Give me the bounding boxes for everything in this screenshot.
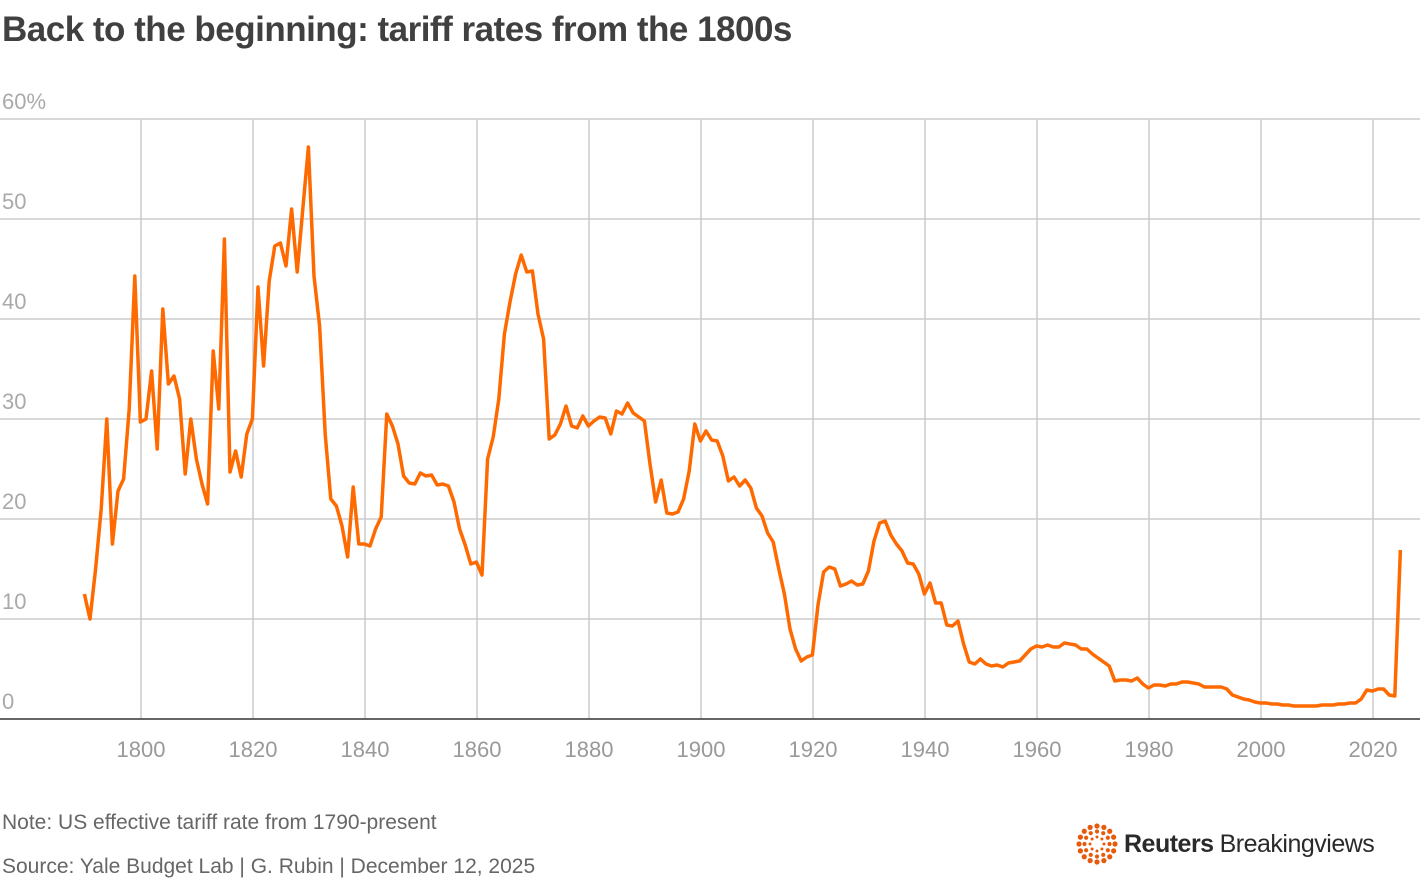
y-tick-label: 10 [2, 589, 26, 614]
logo-dot [1090, 847, 1094, 851]
y-tick-label: 50 [2, 189, 26, 214]
logo-dot [1082, 841, 1087, 847]
logo-dot [1101, 858, 1107, 864]
logo-dot [1095, 849, 1099, 853]
logo-dot [1112, 841, 1118, 847]
y-tick-label: 60% [2, 89, 46, 114]
logo-dot [1111, 848, 1117, 854]
logo-dot [1087, 858, 1093, 864]
logo-dot [1105, 835, 1110, 840]
logo-dot [1095, 835, 1099, 839]
reuters-breakingviews-logo: Reuters Breakingviews [1076, 823, 1375, 865]
y-tick-label: 30 [2, 389, 26, 414]
logo-dot [1094, 854, 1100, 859]
logo-dot [1094, 823, 1100, 829]
logo-dot [1107, 854, 1113, 860]
logo-dot [1094, 829, 1100, 834]
logo-dot [1081, 828, 1087, 834]
x-tick-label: 2000 [1237, 737, 1286, 762]
x-tick-label: 1840 [341, 737, 390, 762]
reuters-dots-icon [1076, 823, 1118, 865]
logo-dot [1088, 852, 1093, 857]
logo-dot [1087, 824, 1093, 830]
logo-dot [1111, 834, 1117, 840]
logo-dot [1107, 841, 1112, 847]
logo-dot [1101, 831, 1106, 836]
tariff-rate-line [82, 145, 1403, 708]
logo-dot [1084, 835, 1089, 840]
x-tick-label: 1800 [117, 737, 166, 762]
logo-dot [1107, 828, 1113, 834]
logo-dot [1076, 841, 1082, 847]
logo-dot [1088, 831, 1093, 836]
logo-dot [1081, 854, 1087, 860]
chart-source: Source: Yale Budget Lab | G. Rubin | Dec… [2, 855, 536, 878]
logo-dot [1102, 842, 1106, 846]
x-tick-label: 2020 [1349, 737, 1398, 762]
x-tick-label: 1900 [677, 737, 726, 762]
logo-product: Breakingviews [1219, 829, 1375, 858]
logo-dot [1077, 848, 1083, 854]
y-axis: 0 10 20 30 40 50 60% [2, 89, 46, 714]
logo-dot [1094, 859, 1100, 865]
chart-note: Note: US effective tariff rate from 1790… [2, 811, 437, 834]
logo-dot [1084, 848, 1089, 853]
grid [0, 118, 1420, 719]
logo-dot [1105, 848, 1110, 853]
x-tick-label: 1960 [1013, 737, 1062, 762]
x-tick-label: 1880 [565, 737, 614, 762]
logo-dot [1100, 847, 1104, 851]
x-tick-label: 1860 [453, 737, 502, 762]
y-tick-label: 20 [2, 489, 26, 514]
logo-dot [1101, 824, 1107, 830]
x-axis: 1800 1820 1840 1860 1880 1900 1920 1940 1960 1980… [117, 737, 1398, 762]
logo-dot [1101, 852, 1106, 857]
logo-dot [1088, 842, 1092, 846]
x-tick-label: 1980 [1125, 737, 1174, 762]
logo-dot [1090, 837, 1094, 841]
y-tick-label: 0 [2, 689, 14, 714]
y-tick-label: 40 [2, 289, 26, 314]
x-tick-label: 1820 [229, 737, 278, 762]
logo-brand: Reuters [1124, 829, 1214, 858]
x-tick-label: 1940 [901, 737, 950, 762]
x-tick-label: 1920 [789, 737, 838, 762]
logo-dot [1100, 837, 1104, 841]
logo-dot [1077, 834, 1083, 840]
chart-title: Back to the beginning: tariff rates from… [2, 10, 792, 49]
